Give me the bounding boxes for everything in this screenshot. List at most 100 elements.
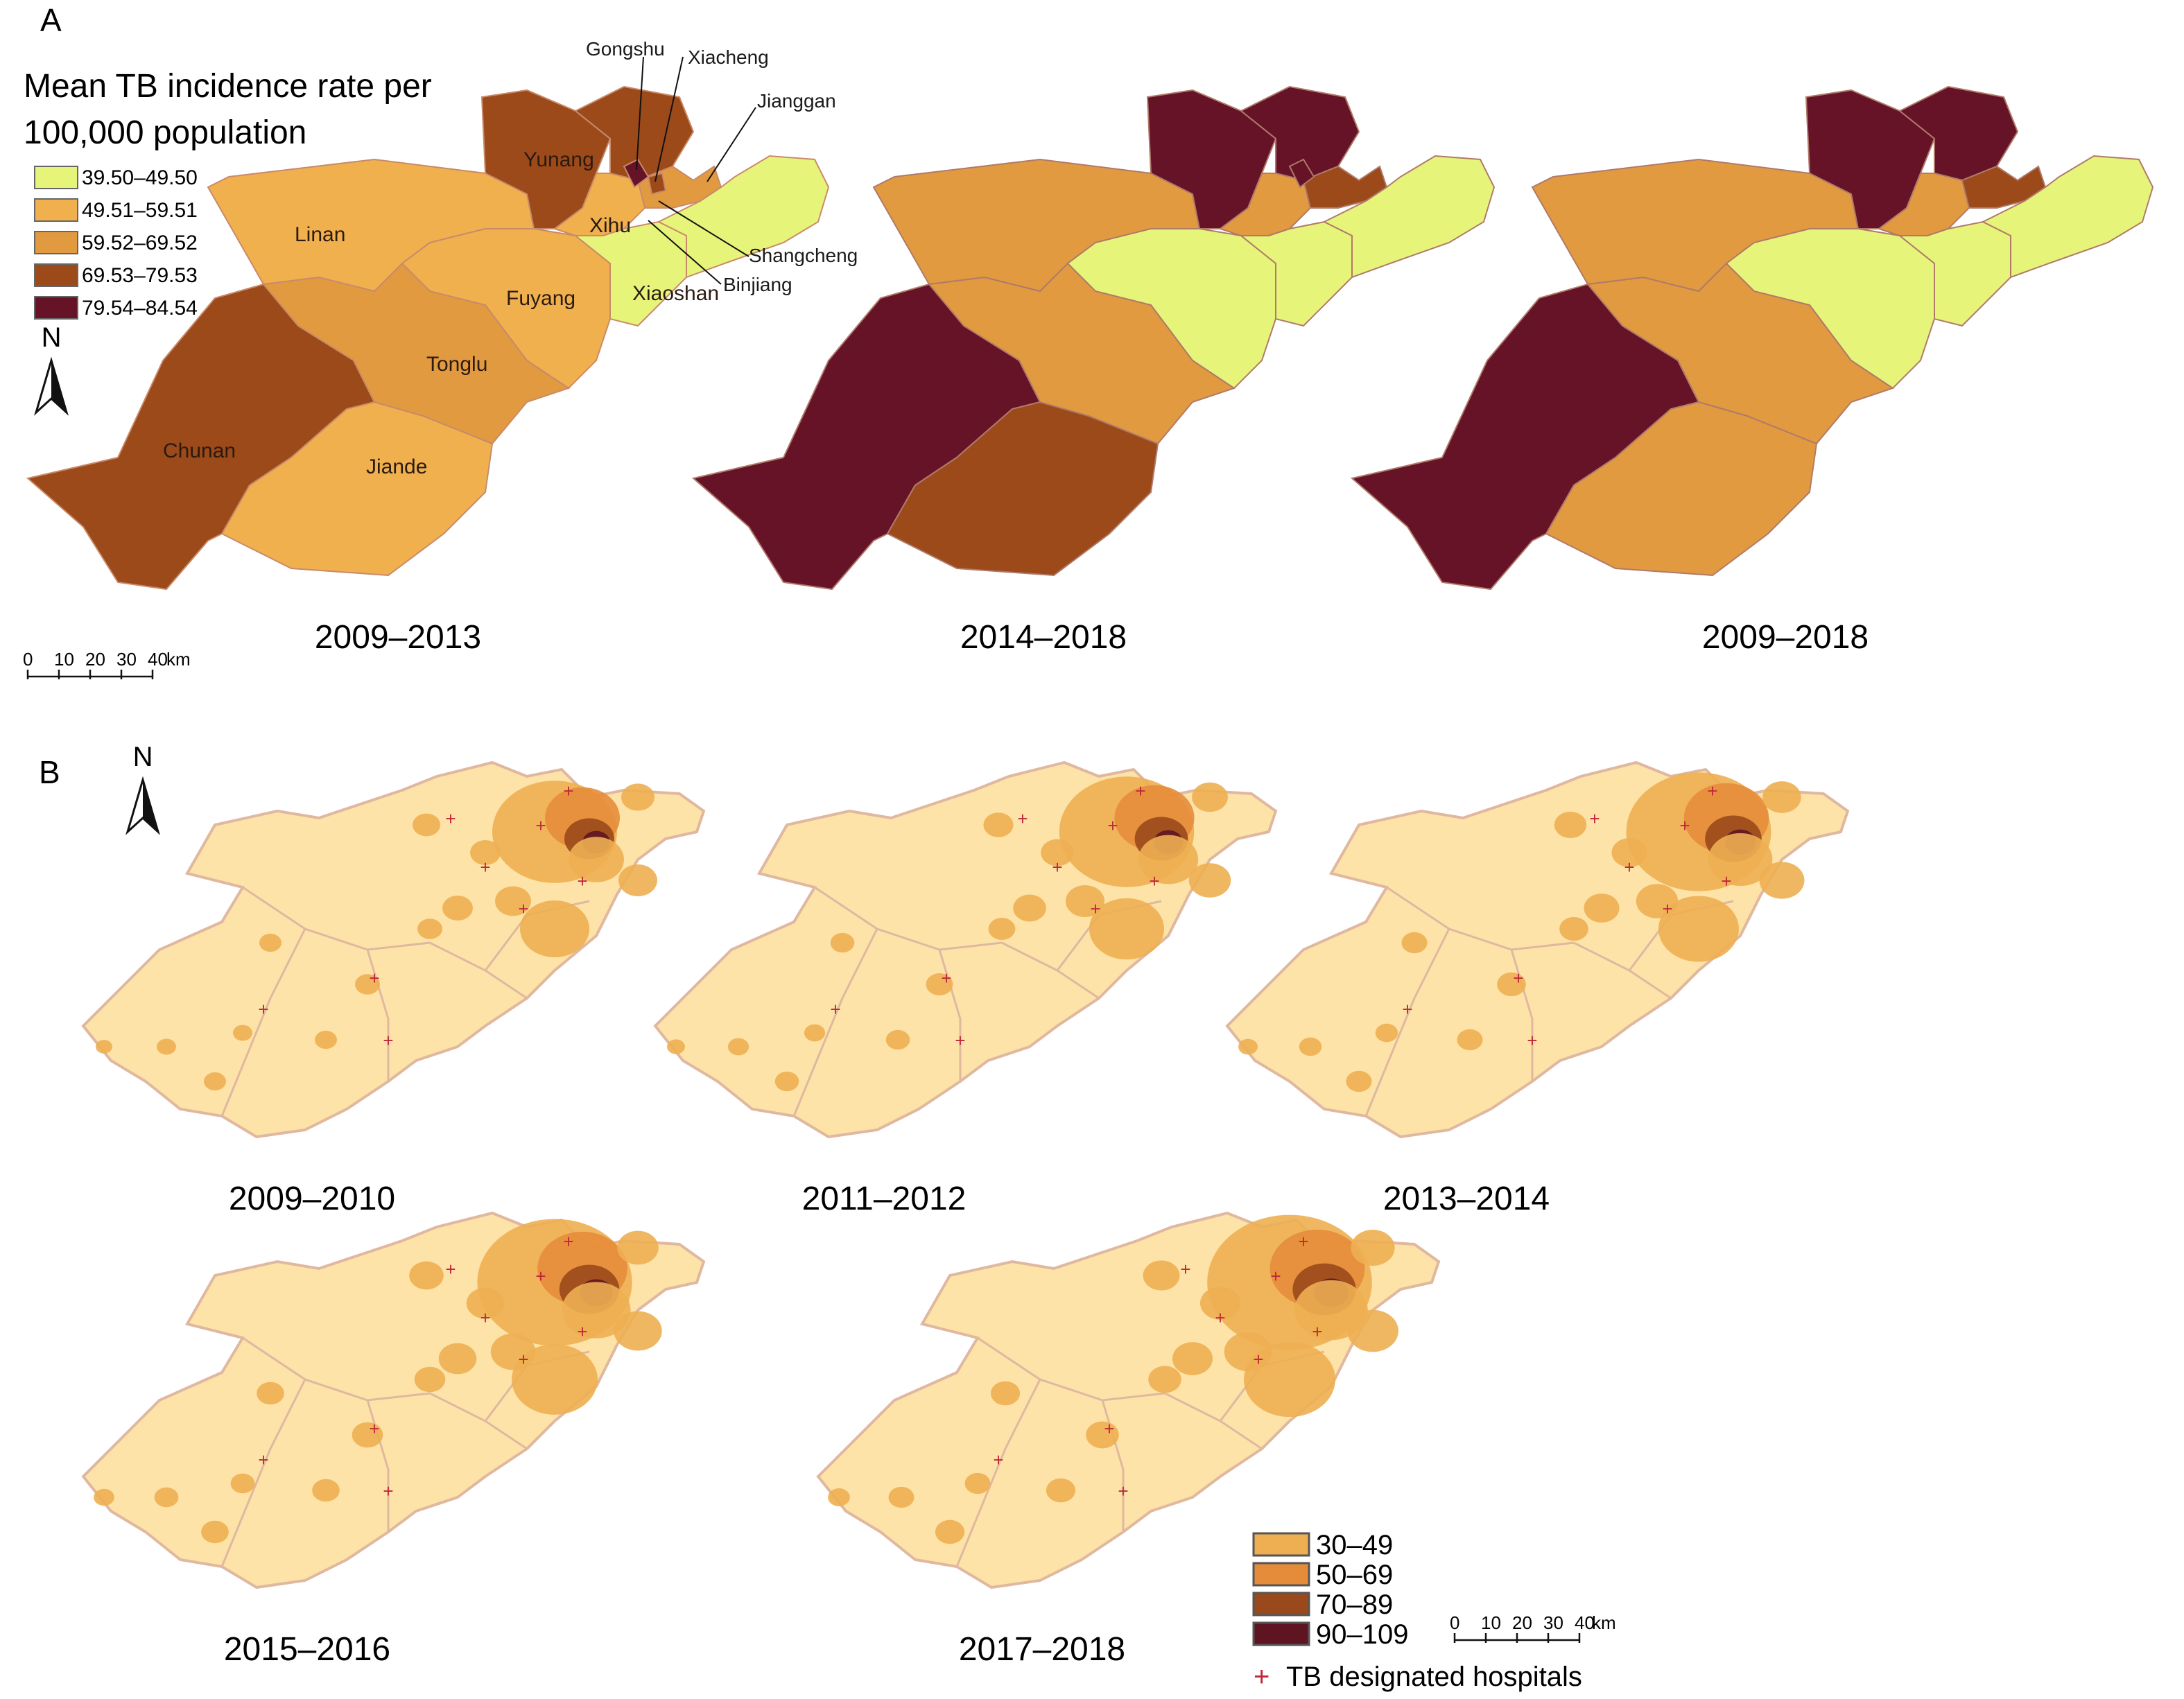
hospital-marker: + — [563, 1231, 573, 1252]
density-map-4: + + + + + + + + + — [82, 1212, 705, 1589]
panel-a: A Mean TB incidence rate per 100,000 pop… — [23, 2, 2154, 679]
callout-shangcheng — [658, 200, 749, 257]
hospital-marker: + — [1017, 808, 1028, 829]
incidence-hotspot — [413, 813, 440, 837]
incidence-hotspot — [614, 1311, 662, 1351]
hospital-marker: + — [518, 898, 528, 919]
incidence-hotspot — [1192, 782, 1228, 812]
incidence-hotspot — [1457, 1029, 1483, 1051]
hospital-marker: + — [1180, 1259, 1190, 1280]
incidence-hotspot — [438, 1343, 477, 1375]
panel-b-letter: B — [39, 754, 60, 790]
incidence-hotspot — [442, 895, 473, 921]
incidence-hotspot — [201, 1520, 229, 1544]
hospital-marker: + — [955, 1030, 965, 1051]
scale-unit-b: km — [1592, 1612, 1616, 1633]
callout-binjiang — [648, 220, 722, 285]
incidence-hotspot — [470, 839, 501, 866]
north-arrow-fill — [143, 780, 158, 832]
incidence-hotspot — [621, 783, 655, 811]
hospital-marker: + — [1402, 999, 1412, 1020]
map-a-2009-2018 — [1350, 85, 2154, 591]
hospital-marker: + — [577, 871, 587, 891]
incidence-hotspot — [466, 1287, 505, 1319]
hospital-legend-label: TB designated hospitals — [1286, 1662, 1582, 1692]
legend-b-swatch — [1252, 1621, 1310, 1646]
incidence-hotspot — [495, 886, 531, 916]
label-jiande: Jiande — [366, 455, 427, 478]
region-east-district — [1981, 155, 2154, 279]
incidence-hotspot — [230, 1473, 255, 1494]
hospital-marker: + — [1149, 871, 1159, 891]
incidence-hotspot — [1065, 885, 1105, 918]
legend-b-swatch — [1252, 1532, 1310, 1557]
scale-tick-label: 40 — [148, 649, 168, 670]
district-boundaries — [220, 1336, 590, 1567]
panel-a-letter: A — [40, 2, 62, 38]
hospital-marker: + — [1215, 1307, 1225, 1328]
legend-b-label: 70–89 — [1316, 1589, 1393, 1620]
incidence-hotspot — [885, 1029, 910, 1050]
hospital-marker: + — [480, 857, 490, 878]
label-yunang: Yunang — [523, 148, 594, 171]
label-jianggan: Jianggan — [757, 90, 836, 112]
incidence-hotspot — [1013, 894, 1046, 922]
incidence-hotspot — [617, 1230, 659, 1265]
density-map-5: + + + + + + + + + — [817, 1212, 1440, 1589]
incidence-hotspot — [1188, 863, 1231, 898]
legend-b-label: 50–69 — [1316, 1560, 1393, 1590]
hospital-marker: + — [369, 1418, 379, 1439]
legend-a-swatch — [34, 198, 78, 222]
hospital-marker: + — [258, 1449, 268, 1470]
hospital-marker: + — [1312, 1321, 1322, 1342]
incidence-hotspot — [520, 900, 589, 957]
incidence-hotspot — [964, 1472, 991, 1495]
incidence-hotspot — [1238, 1038, 1258, 1055]
incidence-hotspot — [804, 1024, 826, 1042]
caption-a-3: 2009–2018 — [1702, 619, 1869, 656]
caption-b-5: 2017–2018 — [959, 1631, 1125, 1668]
hospital-marker: + — [369, 968, 379, 988]
incidence-hotspot — [315, 1030, 337, 1049]
hospital-marker: + — [1707, 781, 1717, 801]
map-a-2014-2018 — [691, 85, 1496, 591]
callout-xiacheng — [655, 56, 684, 182]
region-xihu — [553, 173, 646, 236]
scale-unit-a: km — [166, 649, 191, 670]
panel-b: B N ++++++++++++++++++++++++++++++++++++… — [39, 742, 1849, 1692]
hospital-marker: + — [258, 999, 268, 1020]
legend-b-label: 30–49 — [1316, 1530, 1393, 1560]
hospital-marker: + — [1298, 1231, 1308, 1252]
scale-tick-label: 10 — [54, 649, 74, 670]
incidence-hotspot — [1611, 838, 1647, 867]
scale-tick-label: 30 — [116, 649, 137, 670]
hospital-marker: + — [1270, 1266, 1281, 1287]
incidence-hotspot — [935, 1519, 965, 1544]
label-binjiang: Binjiang — [723, 274, 792, 295]
scale-tick-label: 40 — [1575, 1612, 1595, 1633]
incidence-hotspot — [409, 1261, 444, 1290]
legend-a-label: 69.53–79.53 — [82, 264, 198, 287]
legend-a-swatch — [34, 231, 78, 254]
caption-b-4: 2015–2016 — [224, 1631, 390, 1668]
hospital-marker: + — [1624, 857, 1634, 878]
hospital-marker: + — [1589, 808, 1600, 829]
incidence-hotspot — [417, 918, 442, 939]
hospital-marker: + — [1721, 871, 1731, 891]
incidence-hotspot — [569, 837, 624, 882]
hospital-marker: + — [480, 1307, 490, 1328]
legend-b-label: 90–109 — [1316, 1619, 1408, 1650]
region-xiacheng — [647, 172, 667, 195]
incidence-hotspot — [1559, 916, 1588, 941]
hospital-marker: + — [830, 999, 840, 1020]
scale-bar-a: 0 10 20 30 40 km — [23, 649, 191, 679]
callout-gongshu — [636, 56, 644, 171]
incidence-hotspot — [259, 933, 281, 952]
caption-a-2: 2014–2018 — [960, 619, 1127, 656]
incidence-hotspot — [1401, 932, 1428, 954]
incidence-hotspot — [983, 812, 1014, 837]
incidence-hotspot — [312, 1479, 340, 1502]
north-arrow-a: N — [34, 322, 69, 416]
hospital-marker: + — [518, 1349, 528, 1370]
legend-a-label: 49.51–59.51 — [82, 199, 198, 222]
